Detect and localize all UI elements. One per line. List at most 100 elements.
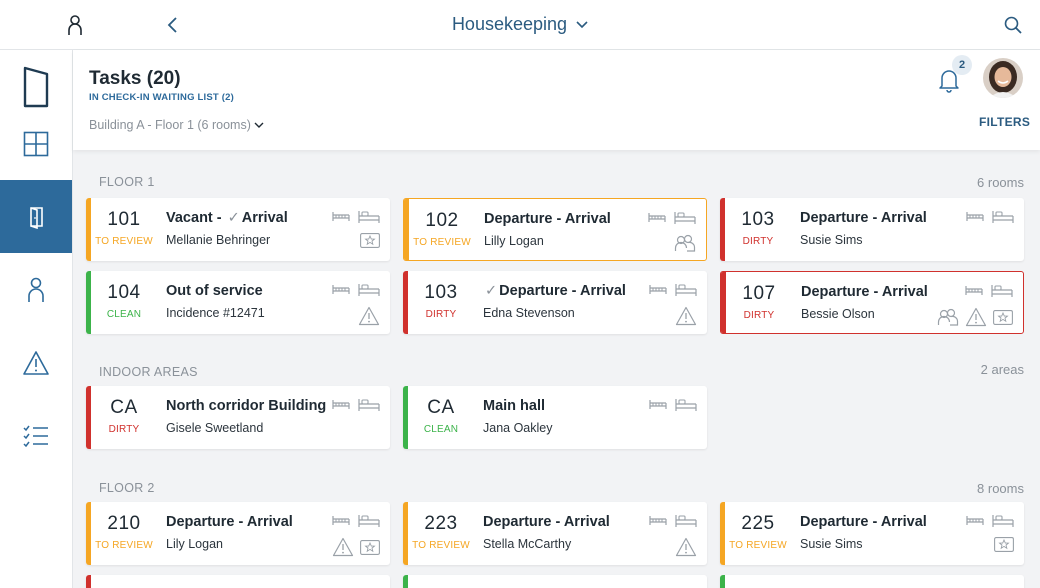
- warning-icon: [332, 537, 354, 557]
- task-card[interactable]: 101 TO REVIEW Vacant - ✓ Arrival Mellanie Be…: [86, 198, 390, 261]
- double-bed-icon: [675, 515, 697, 527]
- assignee-name: Lily Logan: [166, 537, 223, 551]
- task-card[interactable]: 104 CLEAN Out of service Incidence #12471: [86, 271, 390, 334]
- task-extra-icons: [674, 234, 696, 252]
- assignee-name: Mellanie Behringer: [166, 233, 271, 247]
- assignee-name: Lilly Logan: [484, 234, 544, 248]
- status-label: DIRTY: [425, 309, 457, 320]
- task-title-text: Departure - Arrival: [483, 514, 610, 530]
- single-bed-icon: [649, 285, 667, 294]
- task-title-text: North corridor Building A: [166, 398, 341, 414]
- task-card[interactable]: CA CLEAN Main hall Jana Oakley: [403, 386, 707, 449]
- sidebar-item-housekeeping[interactable]: [0, 180, 72, 253]
- back-chevron-icon[interactable]: [164, 15, 182, 35]
- sidebar-item-checklist[interactable]: [0, 399, 72, 472]
- single-bed-icon: [332, 400, 350, 409]
- assignee-name: Bessie Olson: [801, 307, 875, 321]
- status-label: DIRTY: [742, 236, 774, 247]
- room-number: CA: [427, 397, 455, 418]
- task-title-text: Departure - Arrival: [166, 514, 293, 530]
- assignee-name: Edna Stevenson: [483, 306, 575, 320]
- module-selector[interactable]: Housekeeping: [0, 14, 1040, 35]
- sidebar-item-logo[interactable]: [0, 50, 72, 123]
- room-number: 223: [424, 513, 458, 534]
- status-label: DIRTY: [743, 310, 775, 321]
- task-card[interactable]: 103 DIRTY Departure - Arrival Susie Sims: [720, 198, 1024, 261]
- waiting-list-link[interactable]: IN CHECK-IN WAITING LIST (2): [89, 92, 234, 103]
- module-title: Housekeeping: [451, 14, 568, 34]
- task-title-text: Departure - Arrival: [800, 514, 927, 530]
- task-title: Vacant - ✓ Arrival: [166, 210, 288, 226]
- task-title-text: Departure - Arrival: [800, 210, 927, 226]
- task-title: Departure - Arrival: [801, 284, 928, 300]
- task-title-text: Departure - Arrival: [801, 284, 928, 300]
- bed-icons: [645, 513, 697, 529]
- bell-icon[interactable]: [937, 67, 961, 93]
- guests-icon: [937, 308, 959, 326]
- bed-icons: [328, 209, 380, 225]
- avatar[interactable]: [983, 58, 1023, 98]
- task-title-prefix: Vacant -: [166, 210, 222, 226]
- sidebar-item-incidences[interactable]: [0, 326, 72, 399]
- location-selector[interactable]: Building A - Floor 1 (6 rooms): [89, 118, 264, 132]
- filters-button[interactable]: FILTERS: [979, 115, 1031, 129]
- room-number: 103: [424, 282, 458, 303]
- check-icon: ✓: [485, 283, 498, 299]
- task-title: Departure - Arrival: [166, 514, 293, 530]
- task-title: Departure - Arrival: [800, 210, 927, 226]
- task-card[interactable]: 210 TO REVIEW Departure - Arrival Lily Loga…: [86, 502, 390, 565]
- page-title: Tasks (20): [89, 68, 181, 89]
- task-card[interactable]: 102 TO REVIEW Departure - Arrival Lilly Log…: [403, 198, 707, 261]
- double-bed-icon: [358, 399, 380, 411]
- double-bed-icon: [675, 284, 697, 296]
- section-indoor-areas-count: 2 areas: [980, 362, 1024, 377]
- task-card[interactable]: 103 DIRTY ✓ Departure - Arrival Edna Stevens…: [403, 271, 707, 334]
- search-icon[interactable]: [1003, 15, 1023, 35]
- top-bar: Housekeeping: [0, 0, 1040, 50]
- room-door-icon: [30, 206, 43, 229]
- single-bed-icon: [966, 212, 984, 221]
- status-label: CLEAN: [423, 424, 459, 435]
- star-icon: [994, 537, 1014, 552]
- checklist-icon: [23, 425, 48, 447]
- single-bed-icon: [649, 400, 667, 409]
- location-label: Building A - Floor 1 (6 rooms): [89, 118, 251, 132]
- room-number: 103: [741, 209, 775, 230]
- task-card-partial[interactable]: [720, 575, 1024, 588]
- task-card[interactable]: CA DIRTY North corridor Building A Gisele S…: [86, 386, 390, 449]
- room-number: 210: [107, 513, 141, 534]
- double-bed-icon: [358, 211, 380, 223]
- double-bed-icon: [992, 211, 1014, 223]
- bed-icons: [644, 210, 696, 226]
- task-title: Departure - Arrival: [800, 514, 927, 530]
- task-extra-icons: [360, 233, 380, 248]
- single-bed-icon: [332, 212, 350, 221]
- task-extra-icons: [937, 307, 1013, 327]
- room-number: 225: [741, 513, 775, 534]
- assignee-name: Jana Oakley: [483, 421, 553, 435]
- task-title: Out of service: [166, 283, 263, 299]
- tasks-header: Tasks (20) IN CHECK-IN WAITING LIST (2) …: [73, 50, 1040, 150]
- user-icon[interactable]: [64, 14, 86, 36]
- section-floor-1-label: FLOOR 1: [99, 175, 155, 189]
- task-card-partial[interactable]: [86, 575, 390, 588]
- task-title: North corridor Building A: [166, 398, 340, 414]
- check-icon: ✓: [227, 210, 240, 226]
- assignee-name: Susie Sims: [800, 537, 863, 551]
- bed-icons: [962, 513, 1014, 529]
- chevron-down-icon: [576, 21, 588, 29]
- room-number: 104: [107, 282, 141, 303]
- star-icon: [360, 233, 380, 248]
- task-card[interactable]: 107 DIRTY Departure - Arrival Bessie Olson: [720, 271, 1024, 334]
- task-extra-icons: [994, 537, 1014, 552]
- bed-icons: [328, 513, 380, 529]
- sidebar-item-dashboard[interactable]: [0, 107, 72, 180]
- assignee-name: Gisele Sweetland: [166, 421, 264, 435]
- status-label: TO REVIEW: [95, 236, 153, 247]
- task-extra-icons: [675, 306, 697, 326]
- task-card-partial[interactable]: [403, 575, 707, 588]
- sidebar-item-guests[interactable]: [0, 253, 72, 326]
- task-card[interactable]: 225 TO REVIEW Departure - Arrival Susie Sim…: [720, 502, 1024, 565]
- task-card[interactable]: 223 TO REVIEW Departure - Arrival Stella Mc…: [403, 502, 707, 565]
- single-bed-icon: [966, 516, 984, 525]
